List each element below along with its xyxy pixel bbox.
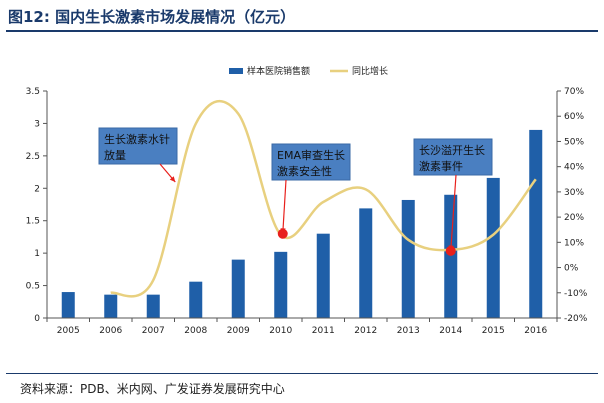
figure-title: 图12: 国内生长激素市场发展情况（亿元） [8,6,295,27]
bar [274,251,288,318]
annotation-text: 激素安全性 [277,164,332,178]
x-tick-label: 2008 [184,326,207,336]
right-tick-label: 60% [564,112,584,122]
left-tick-label: 2.5 [26,152,40,162]
left-tick-label: 1 [34,249,40,259]
bar [61,292,75,318]
bar [231,259,245,318]
annotation-box [413,138,493,176]
annotation-text: 放量 [104,148,126,162]
x-tick-label: 2014 [439,326,462,336]
left-tick-label: 3 [34,119,40,129]
x-tick-label: 2005 [57,326,80,336]
source-note: 资料来源：PDB、米内网、广发证券发展研究中心 [20,382,285,396]
bar [316,233,330,318]
annotation-arrow [450,174,457,251]
right-tick-label: 40% [564,163,584,173]
growth-line-path [110,99,537,298]
bar [401,199,415,318]
annotation-arrowhead [169,176,176,182]
left-tick-label: 3.5 [26,87,40,97]
right-tick-label: 10% [564,238,584,248]
x-tick-label: 2009 [227,326,250,336]
annotation-text: 生长激素水针 [104,132,170,146]
event-marker [277,228,288,239]
left-tick-label: 2 [34,184,40,194]
x-tick-label: 2015 [482,326,505,336]
annotation-text: 激素事件 [419,159,463,173]
figure-title-text: 国内生长激素市场发展情况（亿元） [55,8,296,26]
x-tick-label: 2012 [354,326,377,336]
right-axis: -20% -10% 0% 10% 20% 30% 40% 50% 60% 70% [556,87,588,324]
right-tick-label: -10% [564,289,588,299]
right-tick-label: 30% [564,188,584,198]
annotation-box [271,143,351,181]
bars [61,129,543,318]
right-tick-label: 70% [564,87,584,97]
left-tick-label: 0.5 [26,282,40,292]
right-tick-label: 50% [564,137,584,147]
left-axis: 0 0.5 1 1.5 2 2.5 3 3.5 [26,87,48,324]
x-tick-label: 2011 [312,326,335,336]
bar [359,208,373,318]
right-tick-label: 0% [564,264,579,274]
title-rule [6,30,598,32]
x-tick-label: 2007 [142,326,165,336]
growth-line [110,99,537,298]
annotation-arrow [282,179,287,234]
x-tick-label: 2016 [524,326,547,336]
event-marker [445,245,456,256]
bar [529,129,543,318]
annotation-text: 长沙溢开生长 [419,143,485,157]
growth-hormone-market-chart: 0 0.5 1 1.5 2 2.5 3 3.5 -20% -10% 0% 10% 20% 30% 40% 5… [26,65,588,336]
left-tick-label: 0 [34,314,40,324]
bar [146,294,160,318]
legend-label-bar: 样本医院销售额 [247,65,310,77]
annotation-box [98,127,178,165]
bar [104,294,118,318]
right-tick-label: 20% [564,213,584,223]
figure-label: 图12: [8,8,50,26]
legend: 样本医院销售额 同比增长 [229,65,388,77]
bar [486,177,500,318]
source-rule [6,373,598,374]
x-axis: 2005 2006 2007 2008 2009 2010 2011 2012 2013 2014… [46,317,558,336]
legend-swatch-bar [229,68,243,74]
x-tick-label: 2010 [269,326,292,336]
x-tick-label: 2013 [397,326,420,336]
x-tick-label: 2006 [99,326,122,336]
legend-label-line: 同比增长 [352,65,388,77]
annotation-text: EMA审查生长 [277,148,345,162]
right-tick-label: -20% [564,314,588,324]
left-tick-label: 1.5 [26,217,40,227]
bar [189,281,203,318]
bar [444,194,458,318]
